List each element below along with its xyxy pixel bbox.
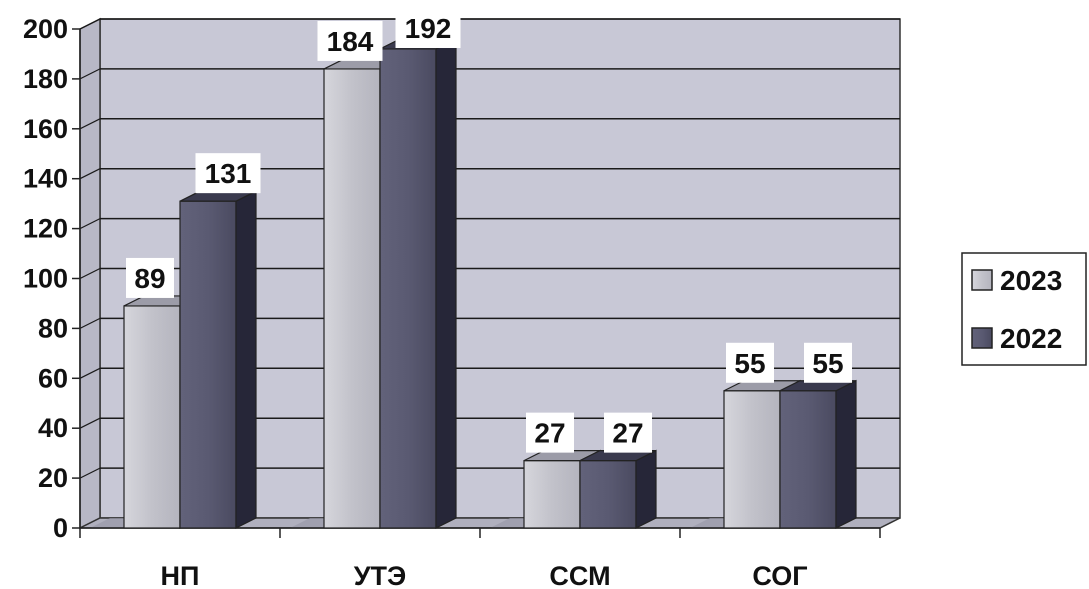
data-label-bg: [604, 412, 652, 453]
y-tick-label: 40: [38, 413, 68, 443]
data-label: 55: [726, 342, 774, 383]
data-label-bg: [126, 257, 174, 298]
bar-2022-УТЭ: [379, 37, 457, 529]
bar-front: [723, 390, 781, 529]
legend-label-2022: 2022: [1000, 323, 1062, 354]
x-tick-label: ССМ: [549, 561, 610, 589]
data-label-bg: [726, 342, 774, 383]
y-tick-label: 120: [23, 214, 68, 244]
data-label-bg: [195, 153, 261, 194]
bar-front: [179, 200, 237, 529]
data-label-text: 89: [134, 263, 165, 294]
y-axis: 0 20 40 60 80 100 120 140 160 180 200: [23, 14, 80, 543]
data-label: 55: [804, 342, 852, 383]
data-label: 184: [317, 20, 383, 61]
data-label-text: 192: [405, 13, 452, 44]
data-label-bg: [804, 342, 852, 383]
gridline-side: [79, 267, 101, 280]
x-tick-label: УТЭ: [354, 561, 407, 589]
bar-front: [779, 390, 837, 529]
y-tick-label: 60: [38, 363, 68, 393]
gridline-side: [79, 367, 101, 379]
bar-front: [523, 460, 581, 529]
bar-top: [779, 380, 857, 392]
x-axis: НП УТЭ ССМ СОГ: [79, 528, 881, 589]
data-label-text: 184: [327, 26, 374, 57]
data-label: 192: [395, 8, 461, 48]
bar-side: [635, 449, 657, 529]
bar-top: [579, 450, 657, 462]
gridline-side: [79, 417, 101, 429]
y-tick-label: 100: [23, 264, 68, 294]
data-label-text: 131: [205, 158, 252, 189]
data-label-bg: [317, 20, 383, 61]
legend: 2023 2022: [961, 252, 1087, 366]
data-label: 89: [126, 257, 174, 298]
legend-swatch-2023: [971, 269, 993, 291]
bar-front: [323, 68, 381, 529]
data-label-text: 27: [534, 418, 565, 449]
bar-side: [835, 379, 857, 529]
data-label-bg: [526, 412, 574, 453]
legend-label-2023: 2023: [1000, 265, 1062, 296]
y-tick-label: 140: [23, 164, 68, 194]
y-tick-label: 20: [38, 463, 68, 493]
gridline-side: [79, 118, 101, 130]
y-tick-label: 160: [23, 114, 68, 144]
bar-2022-СОГ: [779, 379, 857, 529]
y-tick-label: 80: [38, 313, 68, 343]
y-tick-label: 180: [23, 64, 68, 94]
data-label: 131: [195, 153, 261, 194]
bar-2022-НП: [179, 190, 257, 529]
bar-2022-ССМ: [579, 449, 657, 529]
gridline-side: [79, 168, 101, 180]
bar-front: [579, 460, 637, 529]
data-labels: 89 131 184 192 27 27 55 55: [126, 8, 852, 453]
x-tick-label: СОГ: [752, 561, 807, 589]
bars: [123, 37, 857, 529]
bar-front: [379, 48, 437, 529]
bar-side: [435, 37, 457, 529]
data-label: 27: [526, 412, 574, 453]
x-tick-label: НП: [161, 561, 200, 589]
y-tick-label: 200: [23, 14, 68, 44]
bar-front: [123, 305, 181, 529]
data-label-bg: [395, 8, 461, 48]
bar-side: [235, 190, 257, 529]
data-label-text: 55: [734, 348, 765, 379]
gridline-side: [79, 317, 101, 329]
gridline-side: [79, 68, 101, 80]
gridline-side: [79, 467, 101, 479]
data-label-text: 55: [812, 348, 843, 379]
data-label: 27: [604, 412, 652, 453]
gridline-side: [79, 218, 101, 230]
data-label-text: 27: [612, 418, 643, 449]
gridline-side: [79, 18, 101, 30]
y-tick-label: 0: [53, 513, 68, 543]
legend-swatch-2022: [971, 327, 993, 349]
